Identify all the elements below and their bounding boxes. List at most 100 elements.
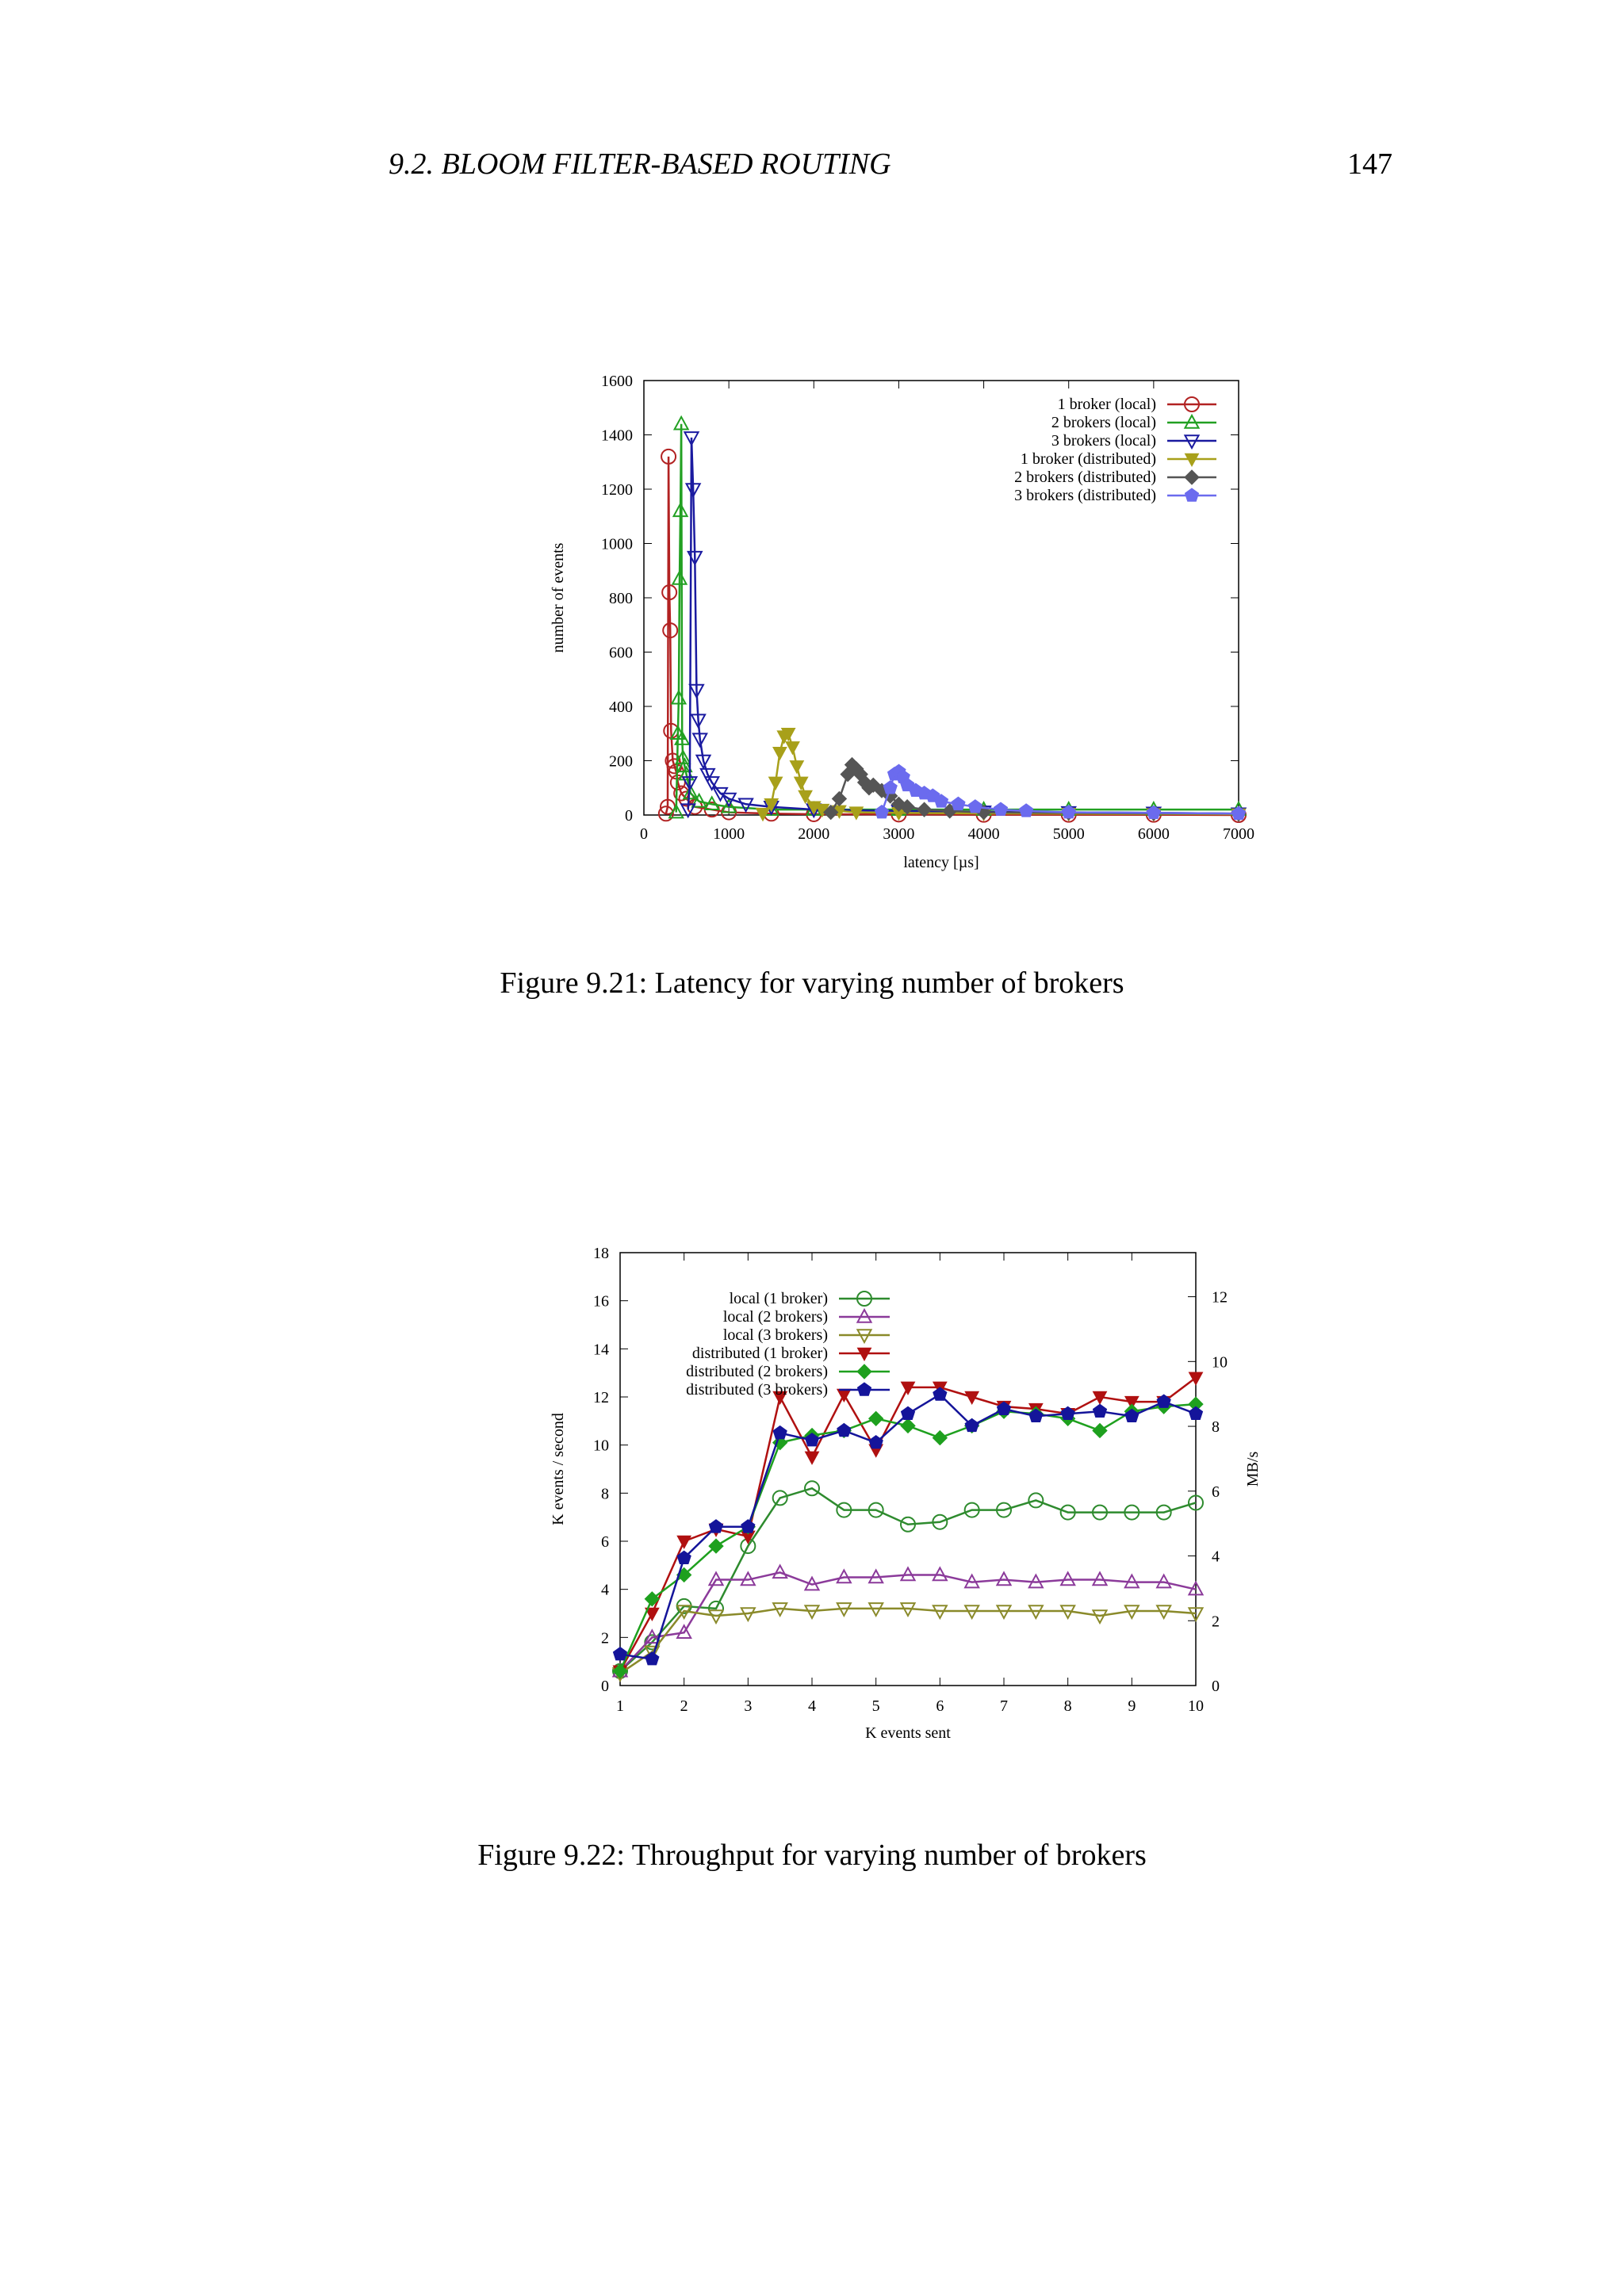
y-tick-label: 14 (593, 1341, 609, 1358)
data-point (837, 1422, 852, 1437)
legend-label: local (1 broker) (730, 1290, 828, 1307)
data-point (644, 1628, 661, 1644)
data-point (661, 448, 677, 465)
data-point (785, 741, 800, 756)
data-point (868, 1410, 884, 1427)
data-point (932, 1566, 948, 1582)
data-point (1124, 1395, 1139, 1410)
data-point (684, 483, 702, 499)
legend-label: 1 broker (local) (1058, 396, 1156, 413)
x-tick-label: 3000 (883, 825, 914, 843)
legend-label: distributed (3 brokers) (686, 1381, 828, 1399)
data-point (932, 1605, 948, 1621)
data-point (672, 502, 689, 518)
data-point (708, 1538, 724, 1554)
legend-marker (1184, 396, 1200, 412)
data-point (996, 1502, 1012, 1518)
legend-marker (856, 1329, 873, 1345)
x-tick-label: 5000 (1053, 825, 1085, 843)
y-tick-label: 1200 (601, 481, 633, 499)
legend-label: distributed (1 broker) (692, 1345, 828, 1362)
data-point (1187, 1607, 1205, 1623)
data-point (899, 799, 915, 815)
data-point (703, 795, 720, 811)
legend-label: 1 broker (distributed) (1021, 450, 1156, 468)
legend-label: distributed (2 brokers) (686, 1363, 828, 1380)
data-point (804, 1451, 820, 1465)
y-tick-label: 1600 (601, 373, 633, 390)
data-point (676, 1535, 692, 1550)
data-point (772, 1490, 788, 1506)
data-point (708, 1519, 724, 1533)
data-point (741, 1519, 756, 1533)
data-point (836, 1502, 852, 1518)
data-point (804, 1480, 820, 1497)
data-point (868, 1502, 884, 1518)
plot-frame (619, 1252, 1197, 1686)
data-point (933, 794, 949, 808)
legend-marker (856, 1364, 872, 1380)
legend-marker (856, 1291, 872, 1307)
data-point (1060, 1406, 1075, 1421)
y2-tick-label: 4 (1212, 1548, 1220, 1566)
data-point (803, 1575, 821, 1591)
y-tick-label: 800 (609, 590, 633, 607)
data-point (848, 806, 864, 821)
data-point (964, 1418, 979, 1433)
series-line-6 (619, 1393, 1197, 1661)
y-tick-label: 16 (593, 1293, 609, 1311)
x-tick-label: 4000 (968, 825, 1000, 843)
y-tick-label: 8 (601, 1485, 609, 1502)
data-point (676, 1605, 692, 1621)
data-point (612, 1646, 628, 1661)
data-point (793, 776, 809, 790)
legend-label: 3 brokers (local) (1051, 432, 1156, 450)
data-point (772, 1563, 788, 1579)
data-point (772, 1602, 788, 1618)
page-number: 147 (1347, 147, 1392, 181)
data-point (789, 760, 805, 775)
data-point (1188, 1406, 1204, 1421)
data-point (699, 767, 716, 783)
data-point (1156, 1394, 1171, 1408)
data-point (868, 1568, 884, 1584)
data-point (1059, 1605, 1076, 1621)
x-tick-label: 10 (1188, 1697, 1204, 1715)
data-point (772, 1391, 788, 1406)
y-tick-label: 18 (593, 1245, 609, 1262)
data-point (1124, 1408, 1139, 1423)
data-point (1155, 1605, 1172, 1621)
legend-marker (1184, 488, 1200, 502)
data-point (899, 1566, 917, 1582)
y-tick-label: 0 (625, 807, 633, 825)
data-point (670, 689, 688, 705)
data-point (951, 796, 966, 811)
data-point (916, 802, 933, 817)
data-point (1155, 1504, 1172, 1521)
y-tick-label: 4 (601, 1582, 609, 1599)
data-point (1124, 1573, 1140, 1589)
data-point (803, 1605, 821, 1621)
data-point (967, 799, 983, 813)
x-tick-label: 2 (680, 1697, 688, 1715)
data-point (1059, 1571, 1076, 1586)
data-point (691, 792, 707, 808)
y-tick-label: 1000 (601, 536, 633, 553)
legend-label: local (2 brokers) (723, 1308, 828, 1326)
y-tick-label: 10 (593, 1437, 609, 1455)
x-tick-label: 5 (872, 1697, 880, 1715)
data-point (1146, 805, 1162, 820)
legend-label: local (3 brokers) (723, 1326, 828, 1344)
data-point (687, 550, 703, 566)
data-point (690, 714, 707, 729)
data-point (707, 1609, 725, 1625)
x-tick-label: 6000 (1138, 825, 1170, 843)
data-point (644, 1591, 661, 1607)
data-point (1091, 1571, 1109, 1586)
data-point (1092, 1403, 1108, 1418)
x-tick-label: 8 (1064, 1697, 1072, 1715)
x-tick-label: 7000 (1223, 825, 1254, 843)
data-point (720, 798, 737, 813)
data-point (644, 1607, 660, 1622)
data-point (1155, 1573, 1172, 1589)
